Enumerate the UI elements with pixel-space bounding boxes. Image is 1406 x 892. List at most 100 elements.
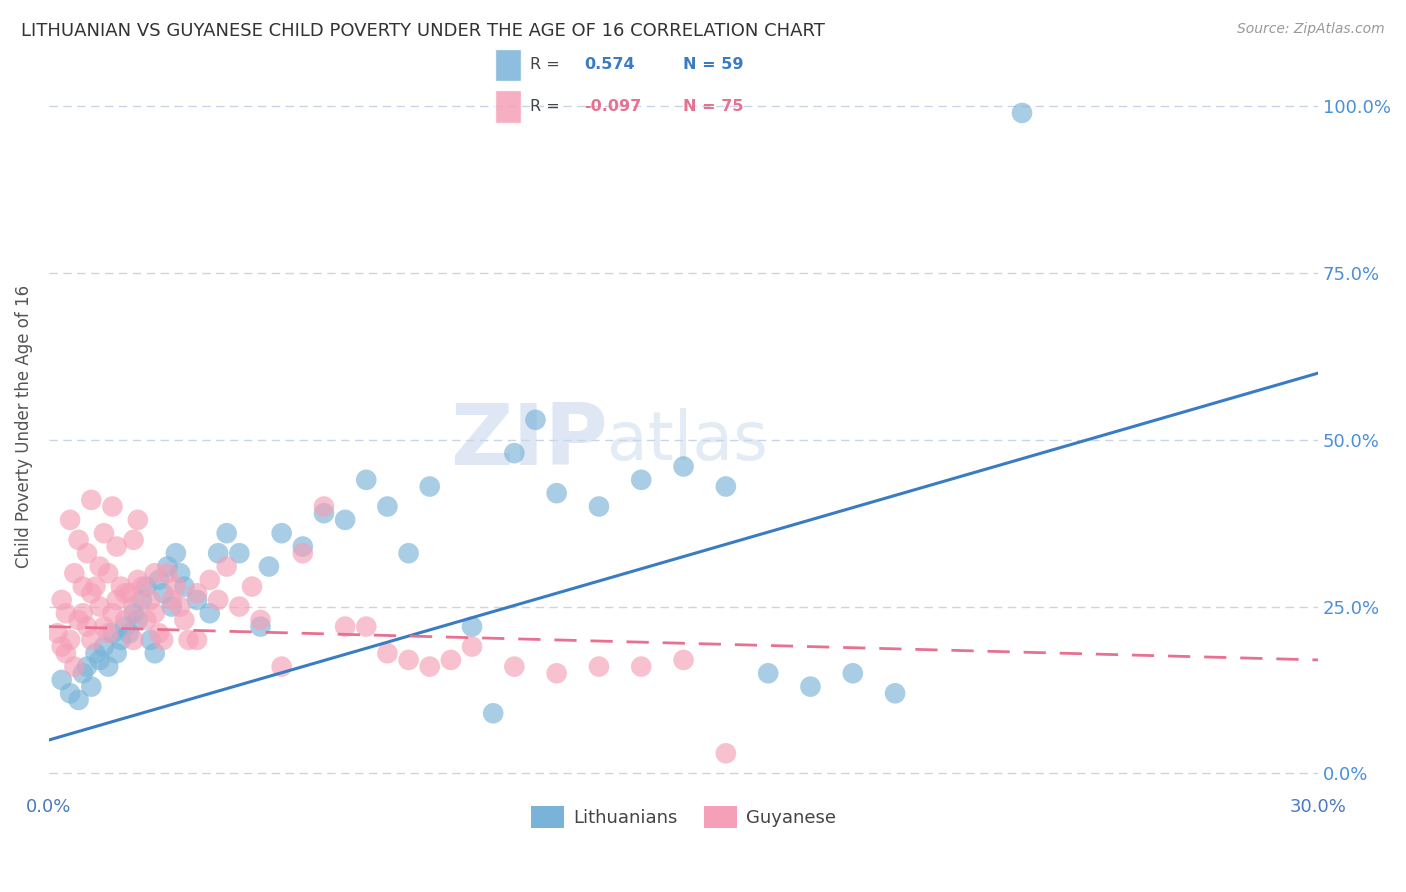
Point xyxy=(135,613,157,627)
Point xyxy=(207,546,229,560)
Point xyxy=(291,546,314,560)
Point xyxy=(228,546,250,560)
Point xyxy=(122,606,145,620)
Point xyxy=(398,653,420,667)
Point xyxy=(482,706,505,721)
Point xyxy=(198,573,221,587)
Point xyxy=(55,646,77,660)
Text: LITHUANIAN VS GUYANESE CHILD POVERTY UNDER THE AGE OF 16 CORRELATION CHART: LITHUANIAN VS GUYANESE CHILD POVERTY UND… xyxy=(21,22,825,40)
Point xyxy=(59,686,82,700)
Point xyxy=(143,566,166,581)
Point xyxy=(240,580,263,594)
Point xyxy=(249,619,271,633)
Point xyxy=(135,580,157,594)
Text: Source: ZipAtlas.com: Source: ZipAtlas.com xyxy=(1237,22,1385,37)
Point xyxy=(333,513,356,527)
Point xyxy=(173,580,195,594)
Point xyxy=(51,640,73,654)
Text: 0.574: 0.574 xyxy=(585,57,636,72)
Point xyxy=(419,479,441,493)
Point xyxy=(72,666,94,681)
Point xyxy=(842,666,865,681)
Point xyxy=(80,632,103,647)
Text: N = 59: N = 59 xyxy=(683,57,744,72)
Point xyxy=(152,632,174,647)
Point xyxy=(186,632,208,647)
Point xyxy=(93,619,115,633)
Point xyxy=(118,626,141,640)
Point xyxy=(72,580,94,594)
Point xyxy=(160,599,183,614)
Point xyxy=(165,580,187,594)
Point xyxy=(169,599,191,614)
Text: ZIP: ZIP xyxy=(450,400,607,483)
Point xyxy=(173,613,195,627)
Point xyxy=(105,540,128,554)
Point xyxy=(110,632,132,647)
Point xyxy=(630,659,652,673)
Point xyxy=(546,486,568,500)
Point xyxy=(139,593,162,607)
Point xyxy=(503,446,526,460)
Point xyxy=(440,653,463,667)
Point xyxy=(198,606,221,620)
Point xyxy=(249,613,271,627)
FancyBboxPatch shape xyxy=(495,90,522,122)
Point xyxy=(72,606,94,620)
Point xyxy=(799,680,821,694)
Point xyxy=(546,666,568,681)
Point xyxy=(114,613,136,627)
Point xyxy=(312,506,335,520)
Point xyxy=(714,479,737,493)
Point xyxy=(105,593,128,607)
Point xyxy=(356,473,378,487)
Text: atlas: atlas xyxy=(607,409,768,475)
Point xyxy=(63,659,86,673)
Point xyxy=(228,599,250,614)
Point xyxy=(186,593,208,607)
Point xyxy=(270,659,292,673)
Point xyxy=(257,559,280,574)
Point xyxy=(51,593,73,607)
Point xyxy=(333,619,356,633)
Point xyxy=(169,566,191,581)
Y-axis label: Child Poverty Under the Age of 16: Child Poverty Under the Age of 16 xyxy=(15,285,32,568)
Point xyxy=(207,593,229,607)
Text: R =: R = xyxy=(530,57,560,72)
Point xyxy=(588,500,610,514)
Point xyxy=(156,559,179,574)
Point xyxy=(461,619,484,633)
Point xyxy=(80,492,103,507)
Point xyxy=(127,613,149,627)
Point xyxy=(377,646,399,660)
Point xyxy=(215,526,238,541)
Point xyxy=(93,526,115,541)
Point xyxy=(89,599,111,614)
Point xyxy=(89,559,111,574)
Point xyxy=(122,533,145,547)
Point xyxy=(165,546,187,560)
Point xyxy=(93,640,115,654)
Point xyxy=(63,566,86,581)
FancyBboxPatch shape xyxy=(495,49,522,81)
Point xyxy=(127,513,149,527)
Point xyxy=(588,659,610,673)
Point xyxy=(84,646,107,660)
Point xyxy=(80,680,103,694)
Point xyxy=(84,580,107,594)
Point xyxy=(97,566,120,581)
Point xyxy=(114,586,136,600)
Point xyxy=(143,606,166,620)
Point xyxy=(148,626,170,640)
Point xyxy=(177,632,200,647)
Point xyxy=(143,646,166,660)
Point xyxy=(67,533,90,547)
Point xyxy=(122,599,145,614)
Point xyxy=(630,473,652,487)
Point xyxy=(156,566,179,581)
Point xyxy=(1011,106,1033,120)
Point xyxy=(101,500,124,514)
Point xyxy=(67,613,90,627)
Point xyxy=(127,573,149,587)
Point xyxy=(76,619,98,633)
